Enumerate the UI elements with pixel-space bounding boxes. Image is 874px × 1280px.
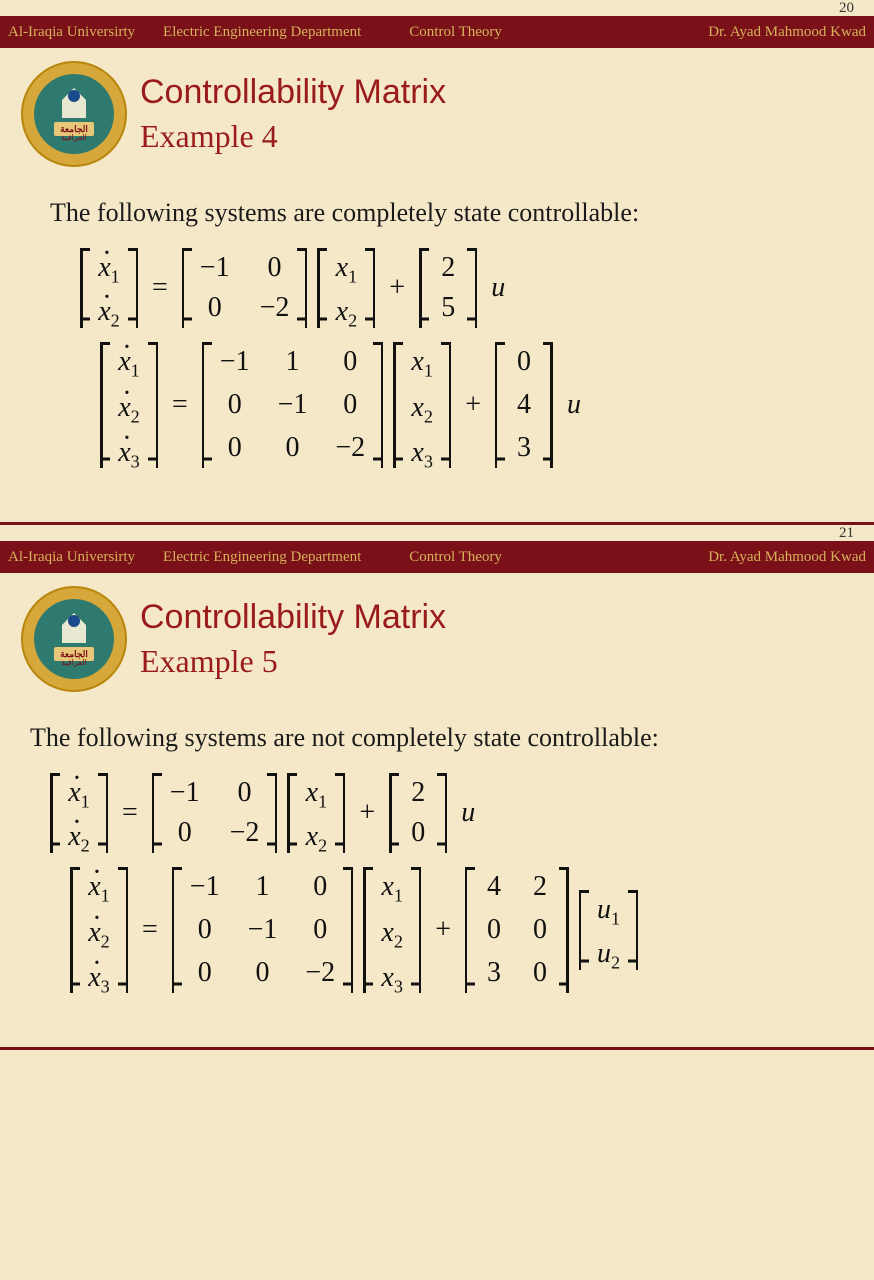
slide-title: Controllability Matrix (140, 73, 446, 112)
slide-subtitle: Example 4 (140, 118, 446, 155)
equation: x1 x2 x3 = −110 0−10 00−2 x1 x2 x3 (70, 867, 854, 993)
header-instructor: Dr. Ayad Mahmood Kwad (708, 549, 866, 566)
header-instructor: Dr. Ayad Mahmood Kwad (708, 24, 866, 41)
header-course: Control Theory (409, 24, 502, 41)
page-number: 20 (0, 0, 874, 16)
header-department: Electric Engineering Department (163, 549, 361, 566)
header-university: Al-Iraqia Universirty (8, 549, 135, 566)
header-course: Control Theory (409, 549, 502, 566)
equations-block: x1 x2 = −10 0−2 x1 x2 + (80, 248, 854, 468)
equations-block: x1 x2 = −10 0−2 x1 x2 + (50, 773, 854, 993)
equation: x1 x2 = −10 0−2 x1 x2 + (80, 248, 854, 328)
page-number: 21 (0, 525, 874, 541)
header-department: Electric Engineering Department (163, 24, 361, 41)
header-bar: Al-Iraqia Universirty Electric Engineeri… (0, 16, 874, 48)
header-bar: Al-Iraqia Universirty Electric Engineeri… (0, 541, 874, 573)
svg-text:العراقية: العراقية (61, 133, 87, 142)
equation: x1 x2 = −10 0−2 x1 x2 + (50, 773, 854, 853)
svg-text:العراقية: العراقية (61, 658, 87, 667)
slide-subtitle: Example 5 (140, 643, 446, 680)
slide: Al-Iraqia Universirty Electric Engineeri… (0, 16, 874, 525)
university-logo-icon: الجامعة العراقية (20, 585, 128, 693)
header-university: Al-Iraqia Universirty (8, 24, 135, 41)
slide-statement: The following systems are not completely… (30, 723, 854, 753)
slide-statement: The following systems are completely sta… (50, 198, 854, 228)
slide-title: Controllability Matrix (140, 598, 446, 637)
equation: x1 x2 x3 = −110 0−10 00−2 x1 x2 x3 (100, 342, 854, 468)
university-logo-icon: الجامعة العراقية (20, 60, 128, 168)
slide: Al-Iraqia Universirty Electric Engineeri… (0, 541, 874, 1050)
